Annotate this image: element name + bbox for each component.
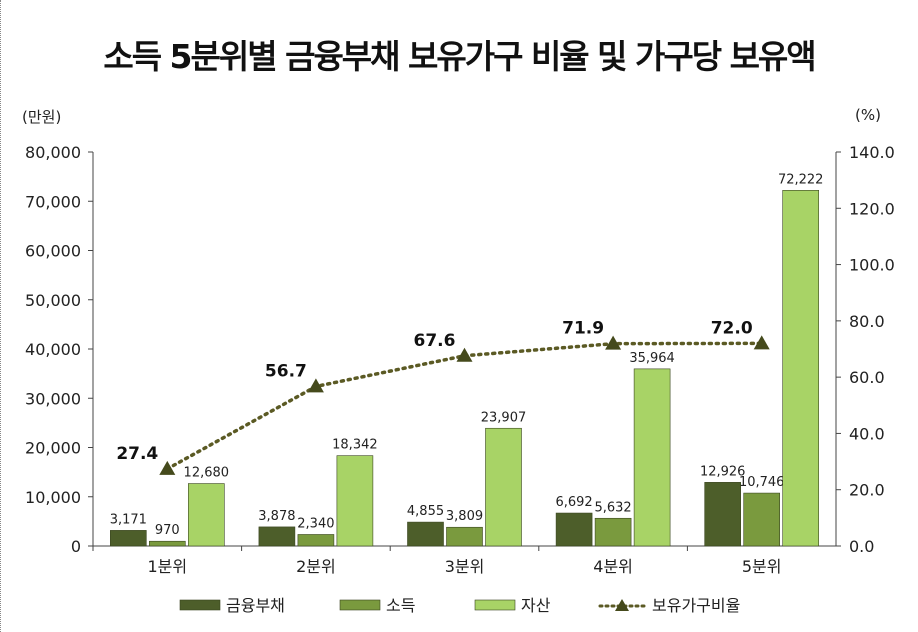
legend-label: 보유가구비율: [652, 596, 740, 615]
legend-swatch-3: [474, 599, 516, 611]
bar-data-label: 23,907: [481, 410, 527, 425]
ratio-marker: [456, 347, 473, 362]
bar-1: [407, 521, 444, 547]
bar-1: [258, 526, 296, 547]
x-tick-label: 3분위: [445, 557, 485, 576]
right-tick-label: 140.0: [849, 143, 895, 162]
x-tick-label: 1분위: [147, 557, 187, 576]
ratio-marker: [307, 378, 324, 393]
bar-data-label: 970: [155, 523, 180, 538]
bar-data-label: 10,746: [739, 475, 785, 490]
legend-swatch-1: [179, 599, 221, 611]
right-tick-label: 60.0: [849, 368, 885, 387]
bar-3: [782, 190, 820, 547]
legend-label: 금융부채: [226, 596, 285, 615]
bar-2: [594, 517, 632, 547]
left-tick-label: 80,000: [25, 143, 81, 162]
bar-3: [188, 483, 225, 547]
left-tick-label: 10,000: [25, 488, 81, 507]
bar-data-label: 5,632: [594, 500, 631, 515]
left-tick-label: 60,000: [25, 242, 81, 261]
chart-title: 소득 5분위별 금융부채 보유가구 비율 및 가구당 보유액: [103, 37, 816, 76]
ratio-data-label: 71.9: [562, 319, 604, 339]
left-tick-label: 30,000: [25, 389, 81, 408]
bar-2: [297, 534, 335, 547]
right-axis-unit: (%): [855, 106, 881, 124]
right-tick-label: 40.0: [849, 424, 885, 443]
right-tick-label: 20.0: [849, 481, 885, 500]
bar-1: [704, 482, 742, 547]
bar-1: [555, 512, 593, 547]
left-tick-label: 70,000: [25, 192, 81, 211]
left-axis-unit: (만원): [22, 108, 62, 126]
page-left-border: [0, 0, 1, 632]
bar-data-label: 12,680: [184, 466, 230, 481]
bar-data-label: 3,171: [110, 512, 147, 527]
ratio-data-label: 27.4: [116, 444, 158, 464]
bar-2: [149, 540, 186, 547]
ratio-marker: [605, 335, 622, 350]
ratio-marker: [159, 460, 176, 475]
bar-data-label: 72,222: [778, 172, 824, 187]
bar-3: [633, 368, 671, 547]
x-tick-label: 2분위: [296, 557, 336, 576]
ratio-data-label: 72.0: [711, 318, 753, 338]
legend-label: 자산: [521, 596, 551, 615]
bar-data-label: 2,340: [297, 516, 334, 531]
x-tick-label: 5분위: [742, 557, 782, 576]
ratio-data-label: 56.7: [265, 361, 307, 381]
legend-label: 소득: [386, 596, 415, 615]
bar-data-label: 4,855: [407, 504, 444, 519]
bar-3: [485, 427, 522, 547]
right-tick-label: 100.0: [849, 256, 895, 275]
right-tick-label: 80.0: [849, 312, 885, 331]
bar-1: [110, 530, 147, 547]
bar-data-label: 3,809: [446, 509, 483, 524]
bar-data-label: 6,692: [555, 495, 592, 510]
right-tick-label: 120.0: [849, 199, 895, 218]
left-tick-label: 50,000: [25, 291, 81, 310]
bar-2: [446, 526, 483, 547]
x-tick-label: 4분위: [593, 557, 633, 576]
ratio-marker: [753, 335, 770, 350]
ratio-data-label: 67.6: [414, 331, 456, 351]
left-tick-label: 20,000: [25, 439, 81, 458]
legend-swatch-2: [339, 599, 381, 611]
bar-data-label: 12,926: [700, 464, 746, 479]
bar-data-label: 35,964: [629, 351, 675, 366]
right-tick-label: 0.0: [849, 537, 874, 556]
bar-2: [743, 492, 781, 547]
bar-data-label: 3,878: [258, 509, 295, 524]
bar-3: [336, 455, 374, 547]
left-tick-label: 0: [71, 537, 81, 556]
left-tick-label: 40,000: [25, 340, 81, 359]
legend-marker: [615, 599, 629, 611]
bar-data-label: 18,342: [332, 438, 378, 453]
